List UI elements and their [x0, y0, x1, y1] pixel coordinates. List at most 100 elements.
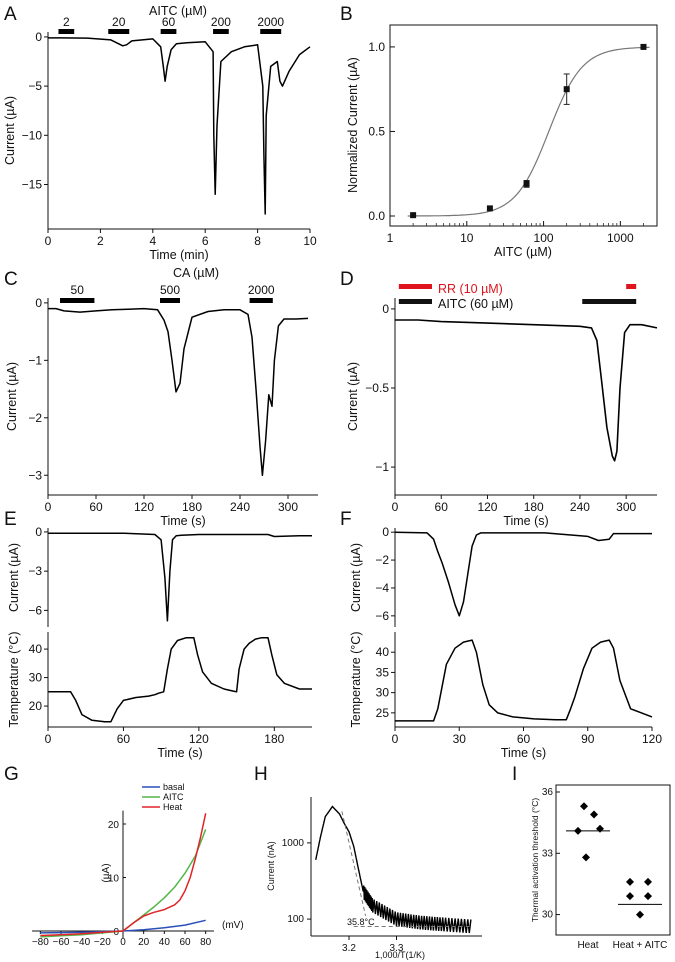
e-current-trace — [48, 532, 312, 622]
g-legend-label: basal — [163, 782, 185, 792]
i-y-tick-label: 30 — [542, 910, 554, 921]
a-y-tick-label: 0 — [35, 30, 42, 44]
b-y-axis-label: Normalized Current (µA) — [346, 57, 360, 193]
panel-label-c: C — [4, 269, 18, 290]
c-application-label: 50 — [71, 283, 85, 297]
a-x-tick-label: 0 — [45, 234, 52, 248]
f-x-tick-label: 120 — [642, 732, 662, 746]
e-x-axis-label: Time (s) — [157, 746, 202, 760]
a-y-tick-label: −5 — [28, 79, 42, 93]
a-y-axis-label: Current (µA) — [3, 96, 17, 165]
d-x-tick-label: 0 — [392, 500, 399, 514]
f-current-y-tick-label: 0 — [382, 525, 389, 539]
g-x-tick-label: −40 — [73, 937, 90, 948]
e-temperature-y-tick-label: 30 — [29, 671, 43, 685]
a-trace — [48, 37, 311, 215]
b-frame — [389, 24, 658, 227]
f-temperature-trace — [395, 639, 653, 722]
h-y-axis-label: Current (nA) — [266, 841, 276, 891]
c-x-tick-label: 120 — [134, 500, 154, 514]
i-data-point — [644, 892, 652, 901]
c-y-tick-label: −1 — [28, 353, 42, 367]
d-trace — [395, 319, 658, 462]
g-x-tick-label: −20 — [94, 937, 111, 948]
f-current-trace — [394, 531, 652, 617]
c-y-tick-label: −2 — [28, 411, 42, 425]
g-series-aitc — [40, 829, 207, 938]
d-application-bar — [398, 299, 432, 304]
g-y-tick-label: 10 — [108, 874, 120, 885]
i-data-point — [596, 824, 604, 833]
c-x-tick-label: 240 — [230, 500, 250, 514]
c-application-bar — [160, 298, 180, 303]
a-application-bar — [213, 29, 229, 34]
b-y-tick-label: 0.0 — [368, 209, 385, 223]
c-application-label: 500 — [160, 283, 180, 297]
g-x-tick-label: 0 — [120, 937, 126, 948]
b-x-tick-label: 1 — [387, 231, 394, 245]
d-x-tick-label: 300 — [616, 500, 636, 514]
e-temperature-y-tick-label: 40 — [29, 642, 43, 656]
f-x-axis-label: Time (s) — [501, 746, 546, 760]
b-x-tick-label: 100 — [534, 231, 554, 245]
a-application-label: 200 — [211, 15, 231, 29]
b-y-tick-label: 0.5 — [368, 124, 385, 138]
h-y-tick-label: 100 — [287, 914, 304, 925]
b-data-point — [563, 86, 570, 93]
d-y-tick-label: −1 — [375, 460, 389, 474]
h-x-tick-label: 3.3 — [390, 943, 404, 954]
a-header: AITC (µM) — [149, 4, 207, 18]
c-application-bar — [249, 298, 273, 303]
d-x-tick-label: 180 — [524, 500, 544, 514]
i-y-axis-label: Thermal activation threshold (°C) — [530, 798, 540, 923]
c-x-tick-label: 180 — [182, 500, 202, 514]
f-current-y-tick-label: −2 — [375, 553, 389, 567]
a-x-tick-label: 4 — [149, 234, 156, 248]
g-x-axis-label: (mV) — [222, 920, 244, 931]
a-x-tick-label: 6 — [202, 234, 209, 248]
c-y-axis-label: Current (µA) — [5, 362, 19, 431]
c-trace — [48, 307, 309, 477]
i-data-point — [636, 910, 644, 919]
e-current-y-axis-label: Current (µA) — [7, 543, 21, 612]
e-current-y-tick-label: −3 — [28, 564, 42, 578]
a-x-tick-label: 8 — [254, 234, 261, 248]
h-y-tick-label: 1000 — [282, 838, 305, 849]
f-temperature-y-axis-label: Temperature (°C) — [349, 632, 363, 728]
g-y-axis-label: (µA) — [101, 863, 112, 882]
e-x-tick-label: 180 — [264, 732, 284, 746]
c-x-tick-label: 60 — [89, 500, 103, 514]
d-legend-rr: RR (10 µM) — [438, 282, 503, 296]
f-x-tick-label: 0 — [392, 732, 399, 746]
h-threshold-annotation: 35.8°C — [347, 917, 375, 927]
d-x-tick-label: 240 — [570, 500, 590, 514]
g-x-tick-label: 80 — [200, 937, 212, 948]
f-x-tick-label: 60 — [517, 732, 531, 746]
e-temperature-y-axis-label: Temperature (°C) — [7, 632, 21, 728]
e-temperature-trace — [48, 636, 312, 723]
d-application-bar — [626, 284, 637, 289]
a-y-tick-label: −15 — [22, 177, 43, 191]
g-x-tick-label: 20 — [138, 937, 150, 948]
c-x-tick-label: 0 — [45, 500, 52, 514]
panel-label-e: E — [4, 509, 17, 530]
i-y-tick-label: 36 — [542, 787, 554, 798]
e-x-tick-label: 60 — [117, 732, 131, 746]
d-y-tick-label: 0 — [382, 302, 389, 316]
f-temperature-y-tick-label: 40 — [376, 645, 390, 659]
g-series-heat — [40, 813, 207, 937]
f-x-tick-label: 30 — [453, 732, 467, 746]
b-x-tick-label: 10 — [460, 231, 474, 245]
a-application-label: 2 — [63, 15, 70, 29]
panel-label-d: D — [340, 269, 354, 290]
h-x-tick-label: 3.2 — [342, 943, 356, 954]
e-x-tick-label: 120 — [189, 732, 209, 746]
g-x-tick-label: −80 — [32, 937, 49, 948]
a-application-label: 20 — [112, 15, 126, 29]
d-x-axis-label: Time (s) — [503, 514, 548, 528]
f-current-y-tick-label: −4 — [375, 581, 389, 595]
e-temperature-y-tick-label: 20 — [29, 699, 43, 713]
a-application-label: 2000 — [257, 15, 284, 29]
a-application-bar — [260, 29, 282, 34]
